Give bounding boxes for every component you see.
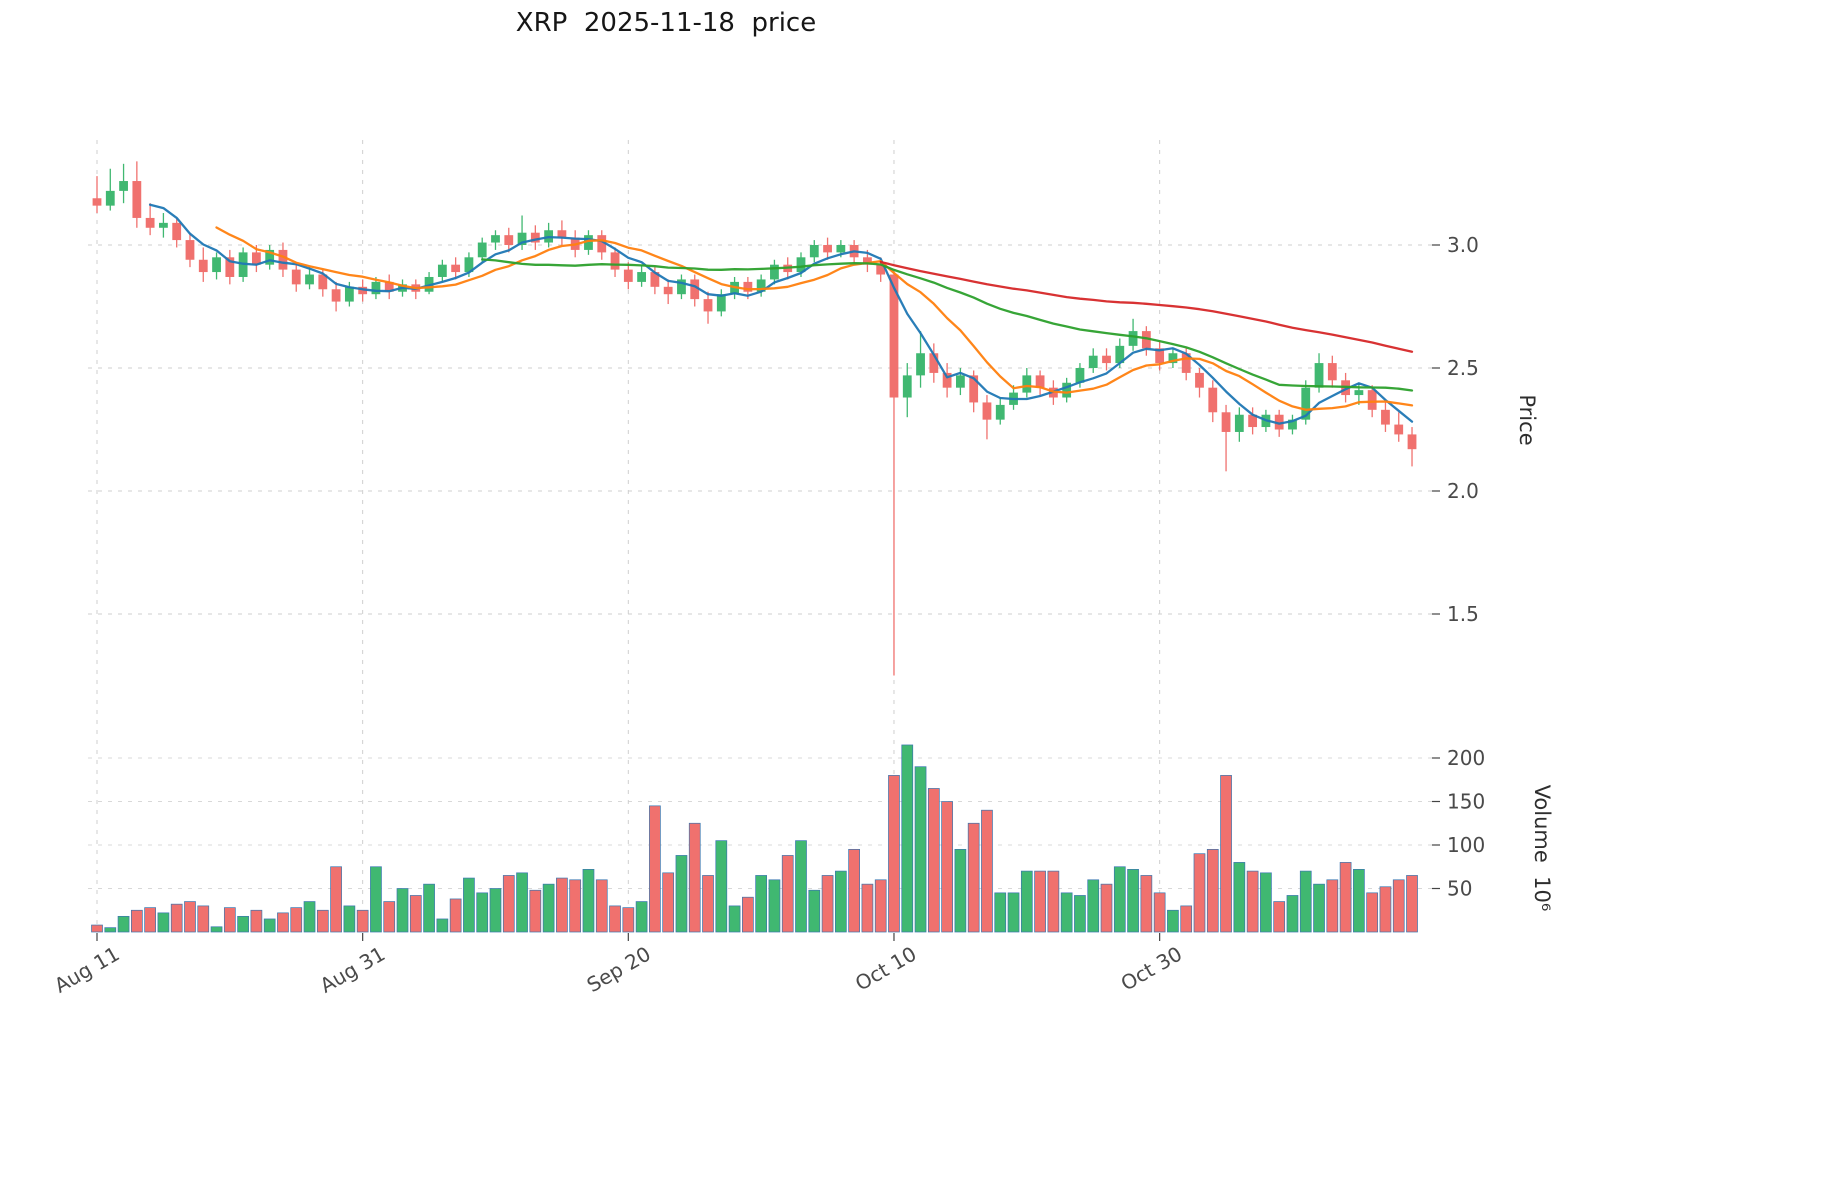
- svg-text:2.0: 2.0: [1447, 479, 1479, 503]
- svg-text:100: 100: [1447, 833, 1485, 857]
- svg-text:150: 150: [1447, 790, 1485, 814]
- price-axis-title: Price: [1515, 394, 1539, 446]
- svg-text:200: 200: [1447, 746, 1485, 770]
- chart-title: XRP 2025-11-18 price: [515, 8, 817, 38]
- svg-text:1.5: 1.5: [1447, 602, 1479, 626]
- svg-text:2.5: 2.5: [1447, 356, 1479, 380]
- svg-text:Oct 10: Oct 10: [851, 942, 920, 996]
- svg-text:Aug 31: Aug 31: [316, 942, 389, 998]
- svg-text:Aug 11: Aug 11: [50, 942, 123, 998]
- svg-text:50: 50: [1447, 877, 1472, 901]
- svg-text:3.0: 3.0: [1447, 233, 1479, 257]
- svg-text:Sep 20: Sep 20: [583, 942, 655, 998]
- volume-axis-title: Volume 10⁶: [1530, 784, 1554, 912]
- svg-text:Oct 30: Oct 30: [1117, 942, 1186, 996]
